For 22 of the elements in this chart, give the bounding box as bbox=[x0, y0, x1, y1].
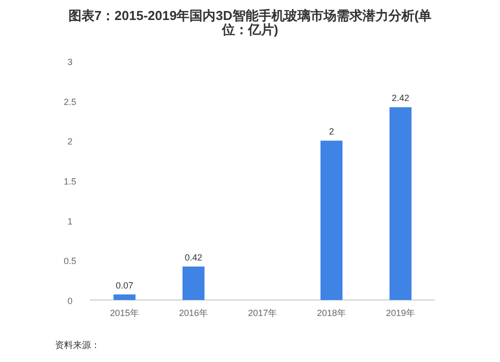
x-tick-label: 2017年 bbox=[248, 308, 278, 318]
x-tick-label: 2016年 bbox=[178, 308, 208, 318]
y-tick-label: 1 bbox=[67, 216, 73, 226]
data-label: 2 bbox=[328, 126, 334, 137]
y-tick-label: 2 bbox=[67, 136, 73, 147]
data-label: 2.42 bbox=[392, 93, 410, 104]
y-tick-label: 2.5 bbox=[64, 96, 76, 107]
y-tick-label: 3 bbox=[67, 57, 73, 67]
y-tick-label: 1.5 bbox=[64, 176, 76, 186]
y-tick-label: 0 bbox=[67, 296, 73, 306]
data-label: 0.07 bbox=[116, 280, 134, 290]
bar bbox=[114, 294, 136, 300]
bar bbox=[390, 107, 412, 300]
chart-title: 图表7：2015-2019年国内3D智能手机玻璃市场需求潜力分析(单位：亿片) bbox=[68, 8, 432, 37]
data-label: 0.42 bbox=[184, 252, 202, 263]
y-tick-label: 0.5 bbox=[64, 256, 76, 266]
x-tick-label: 2018年 bbox=[316, 308, 346, 318]
text: 资料来源： bbox=[55, 340, 100, 350]
x-tick-label: 2019年 bbox=[386, 308, 416, 318]
x-tick-label: 2015年 bbox=[110, 308, 140, 318]
bar bbox=[182, 266, 204, 300]
bar bbox=[320, 140, 342, 300]
